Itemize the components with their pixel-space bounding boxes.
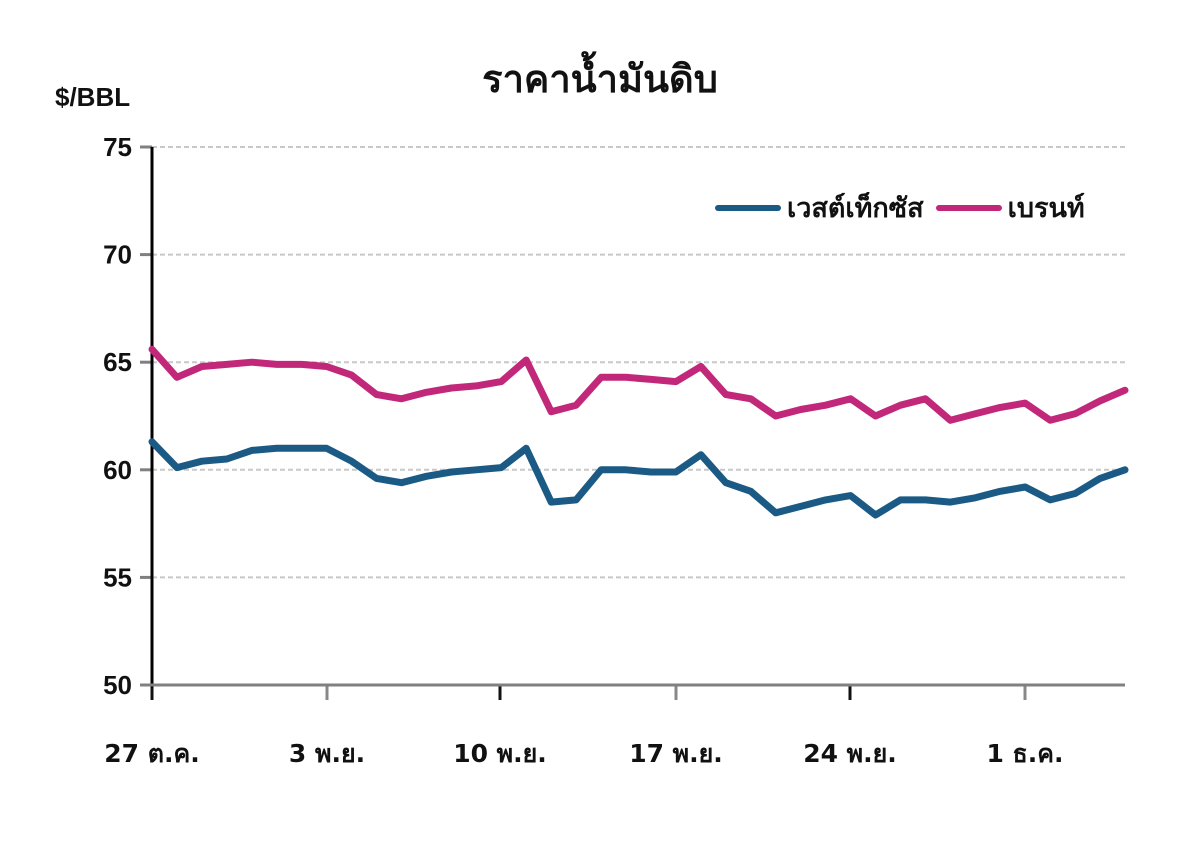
y-tick-label: 50 [103, 670, 132, 700]
brent-line [148, 345, 1129, 424]
y-tick-label: 75 [103, 132, 132, 162]
wti-line [148, 438, 1129, 519]
y-tick-label: 70 [103, 240, 132, 270]
y-axis-unit: $/BBL [55, 82, 131, 112]
x-tick-label: 24 พ.ย. [803, 739, 897, 768]
series-lines [148, 345, 1129, 519]
legend-label-brent: เบรนท์ [1007, 193, 1085, 224]
y-tick-label: 55 [103, 562, 132, 592]
x-tick-label: 3 พ.ย. [289, 739, 365, 768]
y-tick-label: 60 [103, 455, 132, 485]
x-tick-label: 27 ต.ค. [104, 739, 199, 768]
grid-lines [152, 146, 1125, 579]
legend-swatch-wti [715, 204, 781, 211]
legend-item-brent: เบรนท์ [935, 186, 1085, 229]
legend-swatch-brent [935, 204, 1002, 211]
y-axis-ticks: 50 55 60 65 70 75 [103, 132, 152, 700]
x-tick-label: 10 พ.ย. [453, 739, 547, 768]
chart-title: ราคาน้ำมันดิบ [482, 57, 718, 101]
y-tick-label: 65 [103, 347, 132, 377]
legend: เวสต์เท็กซัส เบรนท์ [715, 186, 1097, 229]
x-axis-ticks: 27 ต.ค. 3 พ.ย. 10 พ.ย. 17 พ.ย. 24 พ.ย. 1 ธ.ค. [104, 685, 1064, 768]
legend-item-wti: เวสต์เท็กซัส [715, 186, 924, 229]
x-tick-label: 1 ธ.ค. [986, 739, 1063, 768]
legend-label-wti: เวสต์เท็กซัส [787, 193, 924, 224]
x-tick-label: 17 พ.ย. [629, 739, 723, 768]
